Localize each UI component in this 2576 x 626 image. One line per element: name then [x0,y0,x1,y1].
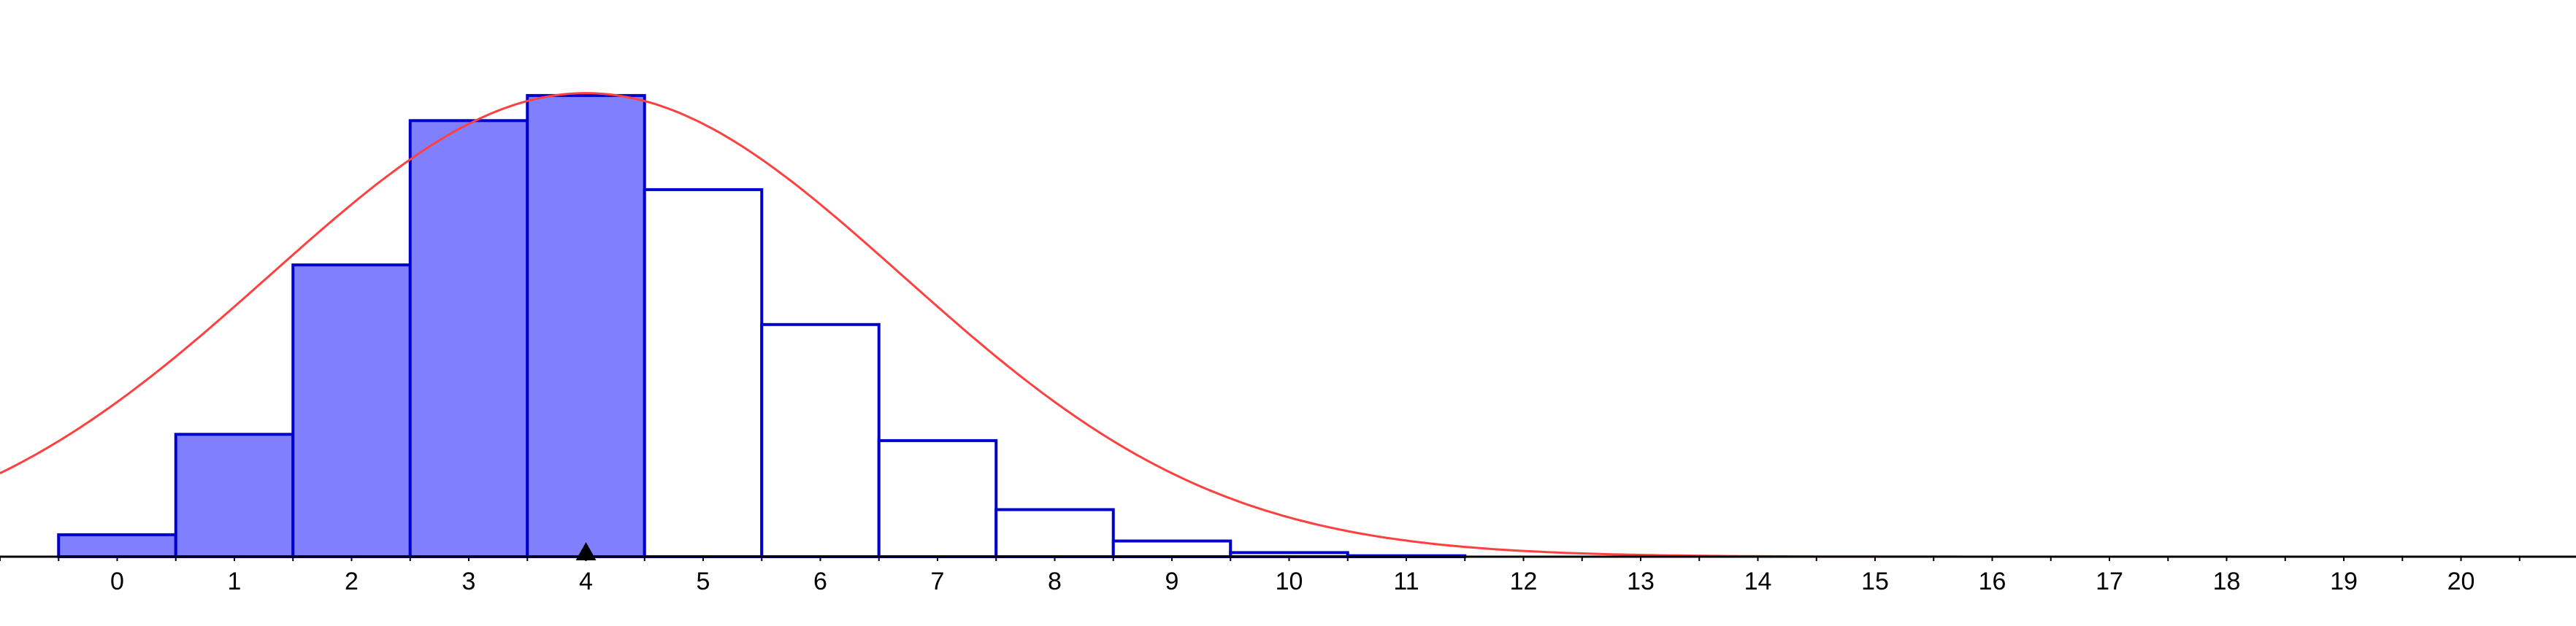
value-marker-icon [575,542,597,560]
bar-4 [526,93,646,558]
bar-1 [174,433,295,558]
bar-7 [877,438,998,559]
tick-label-6: 6 [813,568,827,595]
bar-6 [760,322,881,558]
tick-label-9: 9 [1165,568,1179,595]
tick-label-19: 19 [2330,568,2358,595]
tick-label-2: 2 [345,568,359,595]
tick-label-4: 4 [579,568,593,595]
bar-0 [57,533,177,559]
tick-label-15: 15 [1861,568,1889,595]
bar-2 [291,263,412,558]
tick-label-7: 7 [931,568,945,595]
bar-3 [408,119,529,559]
x-axis-ticks: 0 1 2 3 4 5 6 7 8 9 10 11 12 13 14 15 16 17 18 19 20 [0,557,2521,595]
bar-9 [1111,539,1233,558]
tick-label-18: 18 [2213,568,2241,595]
tick-label-17: 17 [2096,568,2123,595]
tick-label-14: 14 [1744,568,1772,595]
tick-label-0: 0 [110,568,124,595]
tick-label-8: 8 [1048,568,1062,595]
tick-label-1: 1 [228,568,242,595]
bar-8 [994,508,1115,558]
tick-label-16: 16 [1979,568,2006,595]
tick-label-5: 5 [697,568,710,595]
tick-label-10: 10 [1276,568,1303,595]
bar-5 [643,188,764,558]
histogram-bars [57,93,1467,559]
tick-label-13: 13 [1627,568,1655,595]
tick-label-12: 12 [1510,568,1538,595]
tick-label-11: 11 [1393,568,1419,595]
tick-label-3: 3 [462,568,476,595]
tick-label-20: 20 [2447,568,2475,595]
